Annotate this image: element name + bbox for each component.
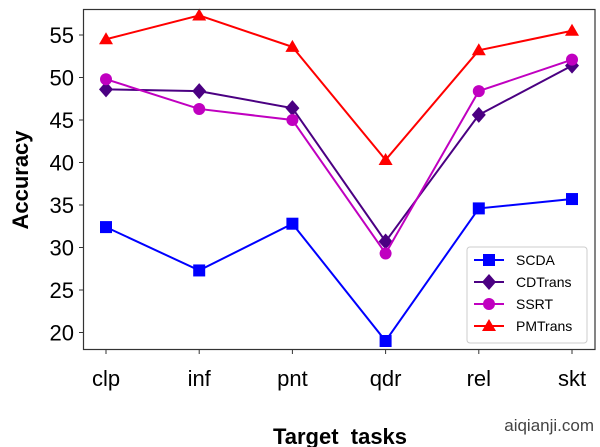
data-point bbox=[286, 114, 299, 126]
watermark: aiqianji.com bbox=[504, 416, 594, 435]
y-tick-label: 55 bbox=[50, 23, 74, 48]
legend-box bbox=[466, 246, 588, 344]
y-tick-label: 20 bbox=[50, 321, 74, 346]
data-point bbox=[379, 335, 392, 347]
legend-label: SSRT bbox=[516, 296, 554, 312]
legend: SCDA CDTrans SSRT PMTrans bbox=[466, 246, 588, 344]
series-cdtrans bbox=[99, 57, 579, 250]
y-tick-label: 25 bbox=[50, 278, 74, 303]
data-point bbox=[565, 23, 579, 36]
series-line bbox=[105, 14, 573, 162]
y-tick-label: 45 bbox=[50, 108, 74, 133]
data-point bbox=[471, 106, 486, 123]
y-tick-label: 50 bbox=[50, 66, 74, 91]
x-axis-label: Target tasks bbox=[273, 424, 407, 447]
data-point bbox=[99, 32, 113, 45]
data-point bbox=[472, 202, 485, 215]
plot-frame bbox=[82, 8, 596, 351]
y-tick-label: 40 bbox=[50, 151, 74, 176]
legend-label: PMTrans bbox=[516, 318, 572, 334]
series-ssrt bbox=[100, 53, 578, 260]
data-point bbox=[285, 100, 300, 117]
data-point bbox=[566, 193, 578, 206]
series-line bbox=[105, 198, 573, 343]
data-point bbox=[286, 217, 299, 230]
y-tick-label: 30 bbox=[50, 236, 74, 261]
data-point bbox=[378, 152, 393, 165]
series-scda bbox=[100, 193, 578, 347]
x-tick-label: pnt bbox=[277, 366, 308, 391]
legend-marker bbox=[482, 274, 496, 290]
legend-marker bbox=[483, 254, 495, 266]
data-point bbox=[192, 83, 207, 100]
x-tick-label: inf bbox=[188, 366, 212, 391]
data-point bbox=[100, 73, 112, 86]
series-line bbox=[105, 58, 573, 256]
data-point bbox=[100, 221, 112, 234]
data-point bbox=[192, 8, 207, 21]
data-point bbox=[285, 39, 300, 52]
series-pmtrans bbox=[99, 8, 579, 165]
x-tick-label: qdr bbox=[370, 366, 402, 391]
data-point bbox=[472, 85, 485, 98]
series-line bbox=[105, 64, 573, 244]
x-tick-label: skt bbox=[558, 366, 586, 391]
x-tick-label: clp bbox=[92, 366, 120, 391]
y-tick-label: 35 bbox=[50, 193, 74, 218]
y-axis-label: Accuracy bbox=[8, 130, 33, 230]
legend-label: SCDA bbox=[516, 252, 556, 268]
data-point bbox=[193, 102, 206, 115]
x-tick-label: rel bbox=[467, 366, 491, 391]
data-point bbox=[99, 81, 113, 98]
data-point bbox=[471, 43, 486, 56]
data-point bbox=[193, 264, 206, 277]
data-point bbox=[379, 247, 392, 260]
legend-marker bbox=[482, 319, 496, 331]
legend-marker bbox=[483, 298, 495, 310]
legend-label: CDTrans bbox=[516, 274, 572, 290]
data-point bbox=[566, 53, 578, 66]
